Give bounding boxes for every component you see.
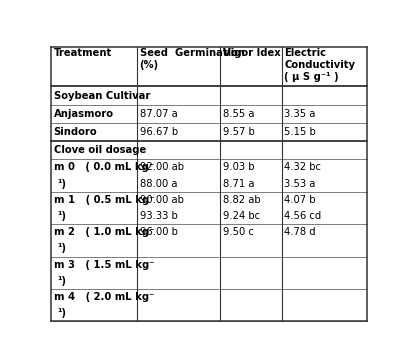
Text: 92.00 ab: 92.00 ab (140, 162, 184, 173)
Text: m 0   ( 0.0 mL kg⁻: m 0 ( 0.0 mL kg⁻ (53, 162, 154, 173)
Text: 4.56 cd: 4.56 cd (284, 211, 322, 221)
Text: Anjasmoro: Anjasmoro (53, 109, 113, 119)
Text: 8.82 ab: 8.82 ab (223, 195, 260, 205)
Text: ¹): ¹) (57, 211, 67, 221)
Text: 96.67 b: 96.67 b (140, 127, 177, 137)
Text: ¹): ¹) (57, 308, 67, 318)
Text: 9.57 b: 9.57 b (223, 127, 255, 137)
Text: Soybean Cultivar: Soybean Cultivar (53, 91, 150, 100)
Text: 5.15 b: 5.15 b (284, 127, 316, 137)
Text: 88.00 a: 88.00 a (140, 179, 177, 189)
Text: ¹): ¹) (57, 276, 67, 286)
Text: 9.50 c: 9.50 c (223, 227, 253, 237)
Text: 9.03 b: 9.03 b (223, 162, 254, 173)
Text: 4.32 bc: 4.32 bc (284, 162, 322, 173)
Text: m 1   ( 0.5 mL kg⁻: m 1 ( 0.5 mL kg⁻ (53, 195, 154, 205)
Text: Electric
Conductivity
( μ S g⁻¹ ): Electric Conductivity ( μ S g⁻¹ ) (284, 48, 355, 82)
Text: Seed  Germination
(%): Seed Germination (%) (140, 48, 244, 70)
Text: 96.00 b: 96.00 b (140, 227, 177, 237)
Text: Sindoro: Sindoro (53, 127, 97, 137)
Text: 8.71 a: 8.71 a (223, 179, 254, 189)
Text: Clove oil dosage: Clove oil dosage (53, 145, 146, 155)
Text: 4.07 b: 4.07 b (284, 195, 316, 205)
Text: 3.35 a: 3.35 a (284, 109, 316, 119)
Text: Vigor Idex: Vigor Idex (223, 48, 280, 58)
Text: m 2   ( 1.0 mL kg⁻: m 2 ( 1.0 mL kg⁻ (53, 227, 154, 237)
Text: 3.53 a: 3.53 a (284, 179, 316, 189)
Text: 9.24 bc: 9.24 bc (223, 211, 260, 221)
Text: Treatment: Treatment (53, 48, 112, 58)
Text: 90.00 ab: 90.00 ab (140, 195, 184, 205)
Text: ¹): ¹) (57, 179, 67, 189)
Text: 87.07 a: 87.07 a (140, 109, 177, 119)
Text: m 3   ( 1.5 mL kg⁻: m 3 ( 1.5 mL kg⁻ (53, 260, 154, 270)
Text: 8.55 a: 8.55 a (223, 109, 254, 119)
Text: ¹): ¹) (57, 243, 67, 253)
Text: 4.78 d: 4.78 d (284, 227, 316, 237)
Text: 93.33 b: 93.33 b (140, 211, 177, 221)
Text: m 4   ( 2.0 mL kg⁻: m 4 ( 2.0 mL kg⁻ (53, 292, 154, 302)
